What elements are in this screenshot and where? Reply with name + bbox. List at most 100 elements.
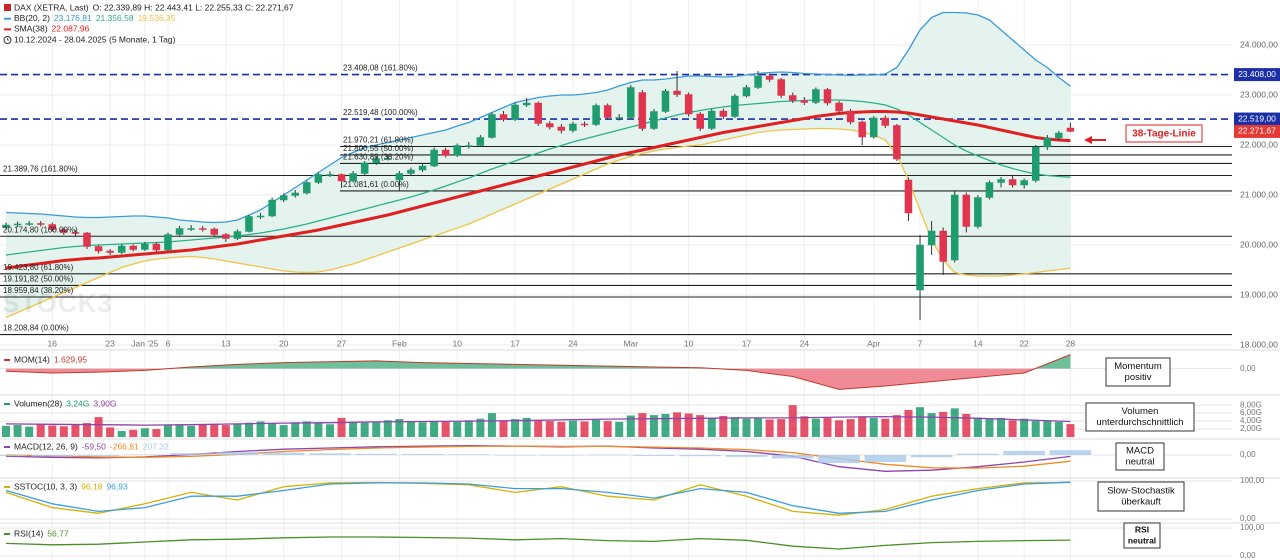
y-tick-label: 20.000,00 <box>1240 239 1278 249</box>
bar <box>985 419 994 437</box>
price-tag-label: 22.519,00 <box>1238 113 1276 123</box>
candle-body <box>94 246 103 252</box>
candle-body <box>1055 132 1063 139</box>
candle-body <box>650 111 658 129</box>
area-negative <box>6 368 1071 390</box>
candle-body <box>511 104 519 120</box>
annotation-box <box>1125 124 1203 143</box>
legend-readout: 96,93 <box>106 481 128 491</box>
bar <box>997 417 1006 437</box>
candle-body <box>245 216 253 232</box>
clock-hands <box>7 38 9 41</box>
bar <box>696 415 705 437</box>
bar <box>568 420 577 437</box>
panel-2 <box>2 405 1075 437</box>
indicator-line <box>5 481 1071 516</box>
bar <box>788 405 797 437</box>
candle-body <box>765 75 774 80</box>
candle-body <box>48 224 57 230</box>
bar <box>633 455 675 456</box>
candle-body <box>534 102 542 124</box>
candle-body <box>1008 179 1017 186</box>
candle-body <box>175 228 184 235</box>
bar <box>557 421 566 437</box>
bar <box>730 417 739 437</box>
candle-body <box>985 182 994 198</box>
y-tick-label: 8,00G <box>1240 400 1262 409</box>
bar <box>210 423 219 437</box>
candle-body <box>881 117 890 126</box>
x-tick-label: 7 <box>918 338 923 348</box>
bar <box>684 413 693 437</box>
candle-body <box>187 228 195 230</box>
y-tick-label: 0,00 <box>1240 364 1256 373</box>
bar <box>13 425 22 437</box>
x-tick-label: 13 <box>221 338 231 348</box>
x-tick-label: 22 <box>1019 338 1029 348</box>
candle-body <box>962 194 971 227</box>
candle-body <box>499 114 508 120</box>
annotation-text: neutral <box>1128 535 1156 545</box>
candle-body <box>198 228 207 230</box>
bar <box>383 420 392 437</box>
x-tick-label: 17 <box>510 338 520 348</box>
panel-legend: Volumen(28) <box>14 398 62 408</box>
candle-body <box>916 244 924 291</box>
candle-body <box>268 199 276 217</box>
bar <box>939 411 948 437</box>
bar <box>82 423 91 437</box>
bar <box>811 418 820 437</box>
bar <box>707 417 716 437</box>
candle-body <box>407 169 415 174</box>
bar <box>152 429 161 437</box>
y-tick-label: 4,00G <box>1240 416 1262 425</box>
candle-body <box>823 89 832 104</box>
legend-readout: 96,18 <box>81 481 103 491</box>
panel-5 <box>5 536 1071 550</box>
bar <box>71 424 80 437</box>
candle-body <box>337 174 346 182</box>
bar <box>1008 420 1017 437</box>
bar <box>94 417 103 437</box>
annotation-box <box>1097 481 1185 512</box>
bar <box>418 422 427 437</box>
legend-readout: 23.176,81 <box>54 13 92 23</box>
legend-readout: 56,77 <box>47 528 69 538</box>
bar <box>106 427 115 437</box>
clock-icon <box>3 36 12 44</box>
candle-body <box>858 121 866 138</box>
bar <box>1031 421 1040 437</box>
candle-body <box>349 173 357 182</box>
bar <box>175 424 184 437</box>
x-tick-label: 6 <box>166 338 171 348</box>
bar <box>649 415 658 437</box>
instrument-icon <box>4 4 11 11</box>
annotation-text: positiv <box>1125 372 1152 383</box>
indicator-line <box>5 416 1071 426</box>
panel-legend: MOM(14) <box>14 354 50 364</box>
y-tick-label: 21.000,00 <box>1240 189 1278 199</box>
candle-body <box>314 174 323 183</box>
panel-legend: MACD(12, 26, 9) <box>14 441 78 451</box>
candle-body <box>476 137 485 146</box>
bar <box>534 419 543 437</box>
candle-body <box>279 195 288 201</box>
candle-body <box>418 165 427 171</box>
legend-name: SMA(38) <box>14 24 48 34</box>
candle-body <box>708 110 716 129</box>
annotation-box <box>1085 402 1195 432</box>
bar <box>256 421 265 437</box>
x-tick-label: 20 <box>279 338 289 348</box>
candle-body <box>754 75 762 88</box>
candle-body <box>441 149 450 156</box>
level-label: 22.519,48 (100.00%) <box>343 108 418 117</box>
bar <box>1066 424 1075 437</box>
overlay-line <box>5 110 1071 270</box>
y-tick-label: 6,00G <box>1240 408 1262 417</box>
level-label: 20.174,80 (100.00%) <box>3 225 78 234</box>
x-tick-label: 17 <box>742 338 752 348</box>
y-tick-label: 0,00 <box>1240 551 1256 560</box>
bar <box>487 413 496 437</box>
candle-body <box>684 94 693 115</box>
candle-body <box>1066 127 1075 132</box>
